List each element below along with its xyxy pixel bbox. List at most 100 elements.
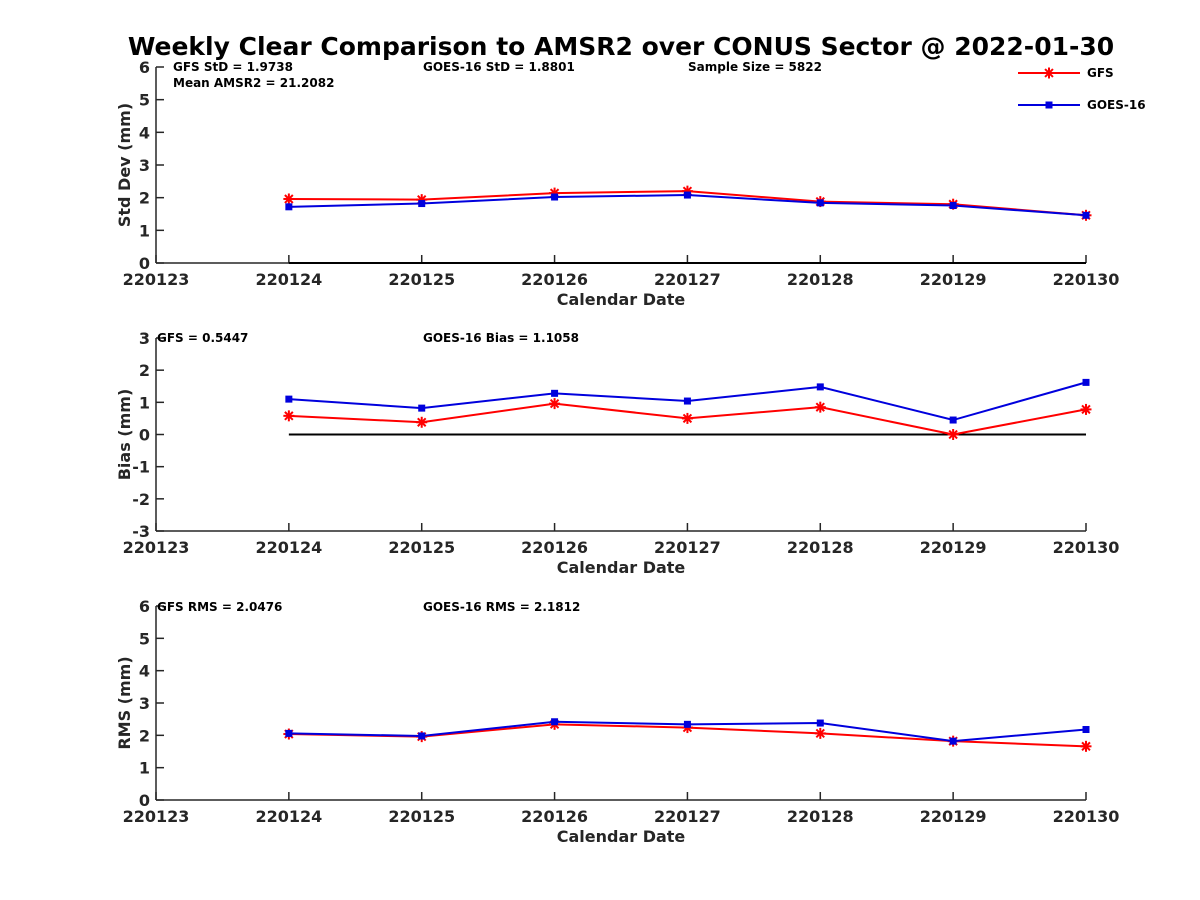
y-tick-label: 5: [139, 629, 150, 648]
gfs-point: [549, 398, 561, 410]
gfs-point: [681, 412, 693, 424]
goes-16-point: [285, 729, 293, 737]
gfs-point: [814, 401, 826, 413]
y-tick-label: -1: [132, 458, 150, 477]
goes-16-point: [816, 199, 824, 207]
chart-title: Weekly Clear Comparison to AMSR2 over CO…: [128, 32, 1114, 61]
legend-label: GOES-16: [1087, 98, 1146, 112]
x-tick-label: 220129: [920, 270, 987, 289]
gfs-point: [947, 429, 959, 440]
x-tick-label: 220128: [787, 807, 854, 826]
goes-16-point: [949, 202, 957, 210]
goes-16-point: [418, 200, 426, 208]
stat-annotation: Sample Size = 5822: [688, 60, 822, 74]
legend-entry: GOES-16: [1018, 98, 1146, 112]
goes-16-point: [683, 397, 691, 405]
stat-annotation: Mean AMSR2 = 21.2082: [173, 76, 334, 90]
legend-swatch-marker: [1045, 101, 1053, 109]
goes-16-point: [816, 383, 824, 391]
x-tick-label: 220130: [1053, 807, 1120, 826]
y-tick-label: 0: [139, 426, 150, 445]
x-tick-label: 220128: [787, 538, 854, 557]
stat-annotation: GOES-16 RMS = 2.1812: [423, 600, 580, 614]
x-tick-label: 220129: [920, 538, 987, 557]
y-tick-label: 4: [139, 662, 150, 681]
goes-16-point: [551, 718, 559, 726]
goes-16-series: [285, 718, 1090, 745]
gfs-point: [416, 416, 428, 428]
gfs-point: [283, 193, 295, 205]
y-tick-label: 6: [139, 58, 150, 77]
x-tick-label: 220126: [521, 270, 588, 289]
goes-16-series: [285, 191, 1090, 219]
x-tick-label: 220123: [123, 270, 190, 289]
y-tick-label: 2: [139, 361, 150, 380]
x-axis-label: Calendar Date: [557, 290, 686, 309]
y-tick-label: 2: [139, 189, 150, 208]
gfs-point: [1080, 740, 1092, 752]
stat-annotation: GOES-16 StD = 1.8801: [423, 60, 575, 74]
goes-16-point: [1082, 211, 1090, 219]
x-tick-label: 220127: [654, 270, 721, 289]
goes-16-point: [285, 395, 293, 403]
x-tick-label: 220127: [654, 538, 721, 557]
legend-swatch-marker: [1043, 67, 1055, 79]
goes-16-point: [285, 203, 293, 211]
y-tick-label: 6: [139, 597, 150, 616]
stat-annotation: GOES-16 Bias = 1.1058: [423, 331, 579, 345]
x-tick-label: 220125: [388, 538, 455, 557]
x-axis-label: Calendar Date: [557, 827, 686, 846]
x-tick-label: 220124: [255, 807, 322, 826]
gfs-point: [283, 410, 295, 422]
goes-16-point: [551, 193, 559, 201]
goes-16-point: [816, 719, 824, 727]
goes-16-point: [949, 737, 957, 745]
goes-16-point: [1082, 726, 1090, 734]
y-axis-label: Std Dev (mm): [115, 103, 134, 227]
x-tick-label: 220130: [1053, 270, 1120, 289]
x-tick-label: 220128: [787, 270, 854, 289]
std-dev-panel: 220123 220124 220125 220126 220127 220128 2201…: [115, 58, 1119, 309]
goes-16-point: [418, 404, 426, 412]
legend: GFS GOES-16: [1018, 66, 1146, 112]
x-tick-label: 220125: [388, 807, 455, 826]
y-tick-label: 4: [139, 123, 150, 142]
y-tick-label: 2: [139, 726, 150, 745]
goes-16-point: [683, 191, 691, 199]
x-tick-label: 220123: [123, 807, 190, 826]
x-tick-label: 220124: [255, 270, 322, 289]
x-axis-label: Calendar Date: [557, 558, 686, 577]
y-tick-label: 0: [139, 791, 150, 810]
x-tick-label: 220130: [1053, 538, 1120, 557]
y-axis-label: RMS (mm): [115, 656, 134, 749]
y-axis-label: Bias (mm): [115, 389, 134, 481]
x-tick-label: 220127: [654, 807, 721, 826]
x-tick-label: 220126: [521, 538, 588, 557]
x-tick-label: 220123: [123, 538, 190, 557]
y-tick-label: 5: [139, 91, 150, 110]
y-tick-label: 1: [139, 221, 150, 240]
gfs-series: [283, 398, 1092, 440]
y-tick-label: 3: [139, 329, 150, 348]
goes-16-point: [949, 416, 957, 424]
stat-annotation: GFS = 0.5447: [157, 331, 248, 345]
y-tick-label: 3: [139, 694, 150, 713]
y-tick-label: 0: [139, 254, 150, 273]
goes-16-point: [683, 720, 691, 728]
y-tick-label: 3: [139, 156, 150, 175]
x-tick-label: 220124: [255, 538, 322, 557]
legend-label: GFS: [1087, 66, 1114, 80]
stat-annotation: GFS RMS = 2.0476: [157, 600, 282, 614]
goes-16-series: [285, 378, 1090, 424]
bias-panel: 220123 220124 220125 220126 220127 220128 2201…: [115, 329, 1119, 577]
x-tick-label: 220126: [521, 807, 588, 826]
y-tick-label: -2: [132, 490, 150, 509]
y-tick-label: 1: [139, 759, 150, 778]
x-tick-label: 220125: [388, 270, 455, 289]
stat-annotation: GFS StD = 1.9738: [173, 60, 293, 74]
rms-panel: 220123 220124 220125 220126 220127 220128 2201…: [115, 597, 1119, 846]
goes-16-point: [418, 732, 426, 740]
gfs-point: [814, 727, 826, 739]
goes-16-point: [551, 389, 559, 397]
